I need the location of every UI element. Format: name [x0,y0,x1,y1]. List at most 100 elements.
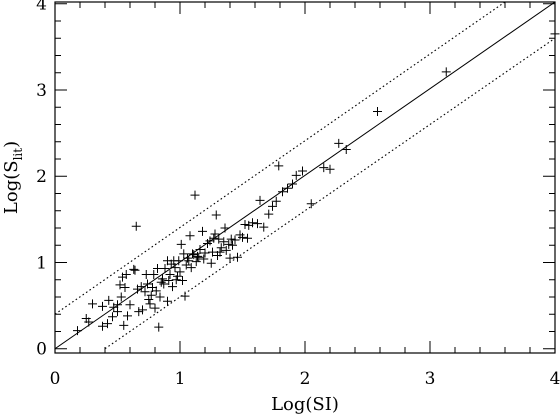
data-point-plus-76 [205,236,215,246]
data-point-plus-51 [170,263,180,273]
x-tick-label-2: 2 [300,369,311,389]
data-point-plus-77 [206,258,216,268]
data-point-plus-99 [244,220,254,230]
data-point-plus-63 [185,231,195,241]
data-point-plus-5 [98,301,107,311]
data-point-plus-62 [184,256,194,266]
data-point-plus-30 [144,295,154,305]
dotted-bound-line-1 [55,2,506,315]
data-point-plus-16 [120,282,130,292]
data-point-plus-67 [190,190,200,200]
y-tick-label-3: 3 [36,81,47,101]
data-point-plus-74 [200,248,210,258]
data-point-plus-116 [334,138,344,148]
reference-lines [55,2,555,350]
data-point-plus-12 [115,280,125,290]
data-point-plus-64 [186,263,196,273]
data-point-plus-68 [191,257,201,267]
data-point-plus-102 [255,195,265,205]
data-point-plus-41 [158,274,167,284]
data-point-plus-4 [98,321,107,331]
data-point-plus-72 [198,226,207,236]
data-point-plus-15 [119,320,129,330]
data-point-plus-2 [84,317,94,327]
data-point-plus-20 [129,264,139,274]
data-point-plus-80 [210,229,220,239]
y-axis-title: Log(Slit) [1,141,25,214]
data-point-plus-93 [230,235,240,245]
data-point-plus-115 [325,164,335,174]
axis-ticks [54,2,556,353]
data-point-plus-57 [178,276,187,286]
data-point-plus-97 [240,220,250,230]
data-point-plus-58 [179,249,189,259]
data-point-plus-85 [216,243,226,253]
data-point-plus-103 [259,222,269,232]
data-point-plus-79 [209,233,219,243]
data-point-plus-69 [193,251,202,261]
data-points [73,29,560,336]
data-point-plus-22 [131,221,141,231]
data-point-plus-101 [253,219,262,229]
data-point-plus-34 [149,270,159,280]
data-point-plus-112 [298,166,307,176]
data-point-plus-108 [278,187,287,197]
data-point-plus-19 [125,300,135,310]
data-point-plus-17 [121,270,131,280]
data-point-plus-55 [175,267,185,277]
y-tick-label-2: 2 [36,167,47,187]
data-point-plus-107 [274,161,284,171]
data-point-plus-94 [233,252,242,262]
y-axis-title-prefix: Log(S [1,160,22,214]
data-point-plus-14 [118,272,127,282]
data-point-plus-43 [160,263,170,273]
data-point-plus-8 [108,312,117,322]
data-point-plus-35 [150,303,160,313]
data-point-plus-60 [181,260,191,270]
data-point-plus-88 [221,245,231,255]
data-point-plus-81 [211,210,221,220]
x-tick-label-4: 4 [550,369,560,389]
data-point-plus-3 [88,299,97,309]
data-point-plus-54 [174,256,184,266]
y-axis-title-subscript: lit [11,148,25,161]
x-tick-label-0: 0 [50,369,61,389]
data-point-plus-13 [116,292,126,302]
data-point-plus-118 [373,107,382,117]
data-point-plus-100 [248,218,257,228]
data-point-plus-83 [214,234,224,244]
data-point-plus-89 [224,239,234,249]
axis-tick-labels: 0 1 2 3 4 0 1 2 3 4 [36,0,560,389]
dotted-bound-line-2 [104,37,555,350]
data-point-plus-18 [123,311,132,321]
data-point-plus-31 [145,299,155,309]
data-point-plus-42 [159,279,169,289]
data-point-plus-56 [176,239,186,249]
data-point-plus-26 [138,305,147,315]
data-point-plus-7 [104,295,114,305]
data-point-plus-98 [243,233,252,243]
data-point-plus-73 [199,254,209,264]
data-point-plus-70 [194,252,204,262]
data-point-plus-119 [441,67,451,77]
data-point-plus-114 [319,163,329,173]
data-point-plus-113 [306,199,316,209]
data-point-plus-21 [130,265,140,275]
data-point-plus-36 [151,286,161,296]
data-point-plus-96 [238,232,247,242]
data-point-plus-6 [103,319,112,329]
x-tick-label-3: 3 [425,369,436,389]
data-point-plus-109 [283,183,292,193]
data-point-plus-45 [163,296,172,306]
y-axis-title-suffix: ) [1,141,22,148]
y-tick-label-1: 1 [36,253,47,273]
data-point-plus-11 [113,307,122,317]
data-point-plus-117 [341,144,351,154]
data-point-plus-104 [264,209,274,219]
data-point-plus-106 [271,196,281,206]
data-point-plus-39 [155,292,165,302]
fit-line-0 [55,2,555,350]
data-point-plus-27 [140,287,150,297]
y-tick-label-4: 4 [36,0,47,15]
